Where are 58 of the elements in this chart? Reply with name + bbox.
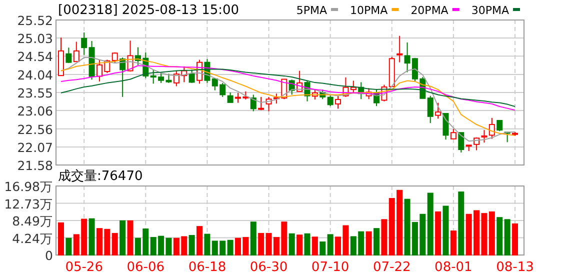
y-tick-label: 23.55	[17, 86, 53, 100]
bar	[312, 236, 318, 256]
bar	[450, 230, 456, 256]
x-tick-label: 05-26	[65, 260, 103, 275]
y-tick-label: 22.56	[17, 122, 54, 137]
y-tick-label: 24.04	[17, 67, 54, 82]
bar	[442, 206, 449, 256]
bar	[381, 219, 388, 256]
x-tick-label: 07-22	[372, 260, 411, 275]
y-tick-label: 21.58	[17, 158, 54, 173]
x-tick-label: 08-01	[434, 260, 472, 275]
bar	[496, 217, 503, 256]
x-tick-label: 06-06	[126, 260, 165, 275]
legend-label: 10PMA	[350, 4, 388, 17]
bar	[250, 222, 256, 256]
bar	[458, 192, 464, 256]
bar	[88, 218, 95, 256]
bar	[427, 192, 434, 256]
bar	[66, 238, 72, 256]
y-tick-label: 12.73万	[4, 196, 53, 212]
x-tick-label: 08-13	[496, 260, 534, 275]
y-tick-label: 25.03	[17, 31, 53, 46]
bar	[327, 234, 334, 256]
bar	[196, 226, 203, 256]
bar	[258, 232, 264, 256]
chart-title: 成交量:76470	[58, 168, 143, 184]
bar	[512, 223, 518, 256]
bar	[188, 234, 195, 256]
bar	[58, 222, 64, 256]
x-tick-label: 07-10	[311, 260, 350, 275]
legend-label: 5PMA	[296, 4, 328, 17]
legend-label: 30PMA	[471, 4, 510, 17]
bar	[127, 220, 134, 256]
bar	[373, 228, 380, 256]
bar	[288, 233, 295, 256]
bar	[112, 232, 118, 256]
y-tick-label: 24.54	[17, 49, 54, 64]
x-tick-label: 06-30	[250, 260, 288, 275]
bar	[296, 234, 303, 256]
bar	[227, 240, 234, 256]
bar	[120, 220, 126, 256]
y-tick-label: 16.98万	[4, 179, 53, 194]
y-tick-label: 4.24万	[12, 230, 53, 246]
y-tick-label: 0	[45, 248, 54, 263]
bar	[320, 241, 326, 256]
y-tick-label: 23.06	[17, 104, 54, 119]
y-tick-label: 25.52	[17, 13, 53, 28]
y-tick-label: 22.07	[17, 140, 53, 155]
bar	[366, 231, 372, 256]
x-tick-label: 06-18	[188, 260, 226, 275]
legend-label: 20PMA	[410, 4, 449, 17]
bar	[304, 233, 310, 256]
bar	[435, 211, 442, 256]
chart-title: [002318] 2025-08-13 15:00	[58, 3, 240, 18]
bar	[204, 234, 210, 256]
bar	[504, 219, 510, 256]
y-tick-label: 8.49万	[12, 214, 53, 228]
bar	[488, 211, 495, 256]
